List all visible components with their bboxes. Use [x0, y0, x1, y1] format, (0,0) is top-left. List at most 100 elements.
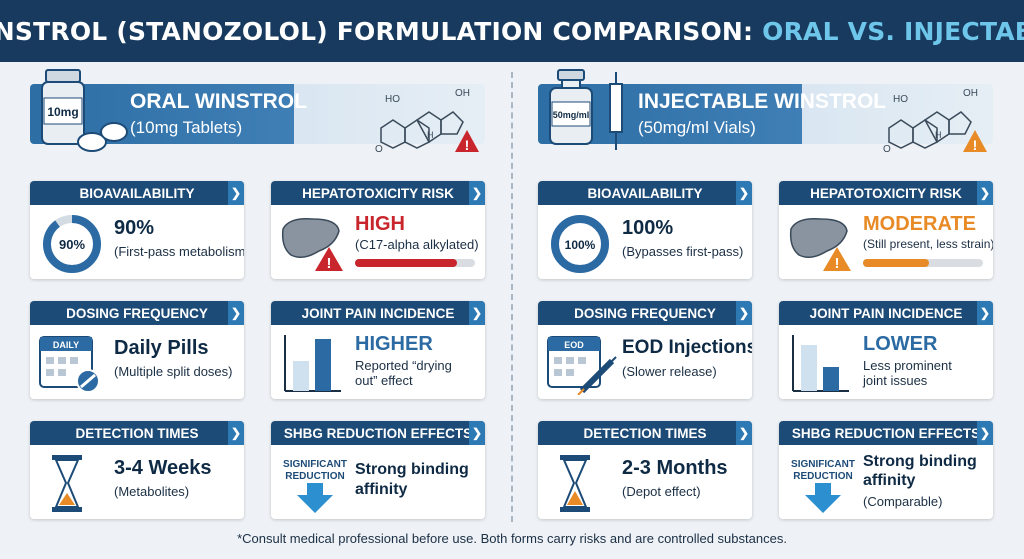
card-value: 3-4 Weeks	[114, 457, 212, 479]
card-label: DETECTION TIMES	[75, 425, 199, 441]
injectable-hepatotoxicity-card: HEPATOTOXICITY RISK ❯ ! MODERATE (Still p…	[779, 181, 993, 279]
oral-title: ORAL WINSTROL	[130, 90, 307, 113]
chevron-right-icon: ❯	[977, 421, 993, 445]
calendar-label: DAILY	[53, 340, 79, 350]
card-label: JOINT PAIN INCIDENCE	[809, 305, 963, 321]
injectable-bioavailability-card: BIOAVAILABILITY ❯ 100% 100% (Bypasses fir…	[538, 181, 752, 279]
chevron-right-icon: ❯	[469, 421, 485, 445]
molecule-oh: OH	[455, 88, 470, 99]
liver-warning-icon: !	[281, 217, 343, 272]
card-label: BIOAVAILABILITY	[79, 185, 195, 201]
oral-detection-card: DETECTION TIMES ❯ 3-4 Weeks (Metabolites)	[30, 421, 244, 519]
molecule-o: O	[375, 144, 383, 155]
molecule-h: H	[935, 130, 942, 140]
down-arrow-icon: SIGNIFICANT REDUCTION	[283, 459, 347, 513]
card-value: affinity	[355, 481, 408, 498]
gauge-text: 90%	[59, 237, 85, 252]
svg-text:!: !	[835, 255, 840, 272]
injectable-detection-card: DETECTION TIMES ❯ 2-3 Months (Depot effec…	[538, 421, 752, 519]
molecule-icon: O HO OH H !	[883, 88, 987, 155]
arrow-label: SIGNIFICANT	[283, 459, 347, 470]
chevron-right-icon: ❯	[736, 421, 752, 445]
card-header: SHBG REDUCTION EFFECTS ❯	[779, 421, 993, 445]
oral-hepatotoxicity-card: HEPATOTOXICITY RISK ❯ ! HIGH (C17-alpha a…	[271, 181, 485, 279]
injectable-title: INJECTABLE WINSTROL	[638, 90, 887, 113]
bar-chart-icon	[792, 335, 849, 392]
oral-bioavailability-card: BIOAVAILABILITY ❯ 90% 90% (First-pass met…	[30, 181, 244, 279]
oral-header: 10mg ORAL WINSTROL (10mg Tablets) O HO O…	[30, 69, 485, 155]
risk-bar-fill	[355, 259, 457, 267]
svg-text:!: !	[973, 137, 978, 153]
risk-bar	[863, 259, 983, 267]
card-note: out” effect	[355, 373, 413, 388]
calendar-pill-icon: DAILY	[39, 336, 100, 393]
oral-shbg-card: SHBG REDUCTION EFFECTS ❯ SIGNIFICANT REDU…	[271, 421, 485, 519]
card-note: (First-pass metabolism)	[114, 244, 244, 259]
chevron-right-icon: ❯	[736, 301, 752, 325]
bottle-label: 10mg	[47, 105, 78, 119]
card-label: DOSING FREQUENCY	[574, 305, 716, 321]
card-header: BIOAVAILABILITY ❯	[30, 181, 244, 205]
card-value: EOD Injections	[622, 337, 752, 358]
oral-joint-pain-card: JOINT PAIN INCIDENCE ❯ HIGHER Reported “d…	[271, 301, 485, 399]
molecule-ho: HO	[893, 94, 908, 105]
molecule-oh: OH	[963, 88, 978, 99]
card-note: (Depot effect)	[622, 484, 701, 499]
card-note: (C17-alpha alkylated)	[355, 237, 479, 252]
molecule-o: O	[883, 144, 891, 155]
card-header: JOINT PAIN INCIDENCE ❯	[271, 301, 485, 325]
chevron-right-icon: ❯	[977, 181, 993, 205]
card-label: SHBG REDUCTION EFFECTS	[283, 425, 473, 441]
card-value: Strong binding	[863, 453, 977, 470]
gauge-text: 100%	[565, 238, 596, 252]
down-arrow-icon: SIGNIFICANT REDUCTION	[791, 459, 855, 513]
card-value: HIGHER	[355, 333, 433, 355]
card-note: (Metabolites)	[114, 484, 190, 499]
arrow-label: REDUCTION	[285, 471, 344, 482]
gauge-ring-icon: 100%	[551, 215, 609, 273]
card-value: HIGH	[355, 213, 405, 235]
chevron-right-icon: ❯	[736, 181, 752, 205]
card-note: (Multiple split doses)	[114, 364, 233, 379]
gauge-ring-icon: 90%	[43, 215, 101, 273]
title-main: WINSTROL (STANOZOLOL) FORMULATION COMPAR…	[0, 16, 763, 46]
card-header: HEPATOTOXICITY RISK ❯	[271, 181, 485, 205]
card-header: BIOAVAILABILITY ❯	[538, 181, 752, 205]
card-header: DOSING FREQUENCY ❯	[538, 301, 752, 325]
card-header: DOSING FREQUENCY ❯	[30, 301, 244, 325]
card-header: JOINT PAIN INCIDENCE ❯	[779, 301, 993, 325]
footer-disclaimer: *Consult medical professional before use…	[237, 531, 787, 546]
oral-dosing-card: DOSING FREQUENCY ❯ DAILY Daily Pills (Mul…	[30, 301, 244, 399]
card-label: JOINT PAIN INCIDENCE	[301, 305, 455, 321]
card-label: SHBG REDUCTION EFFECTS	[791, 425, 981, 441]
card-note: joint issues	[863, 373, 928, 388]
calendar-label: EOD	[564, 340, 584, 350]
molecule-icon: O HO OH H !	[375, 88, 479, 155]
card-value: MODERATE	[863, 213, 976, 235]
calendar-syringe-icon: EOD	[547, 336, 617, 395]
arrow-label: REDUCTION	[793, 471, 852, 482]
card-value: affinity	[863, 472, 916, 489]
chevron-right-icon: ❯	[228, 301, 244, 325]
hourglass-icon	[52, 455, 82, 512]
injectable-joint-pain-card: JOINT PAIN INCIDENCE ❯ LOWER Less promine…	[779, 301, 993, 399]
card-header: DETECTION TIMES ❯	[538, 421, 752, 445]
injectable-header: 50mg/ml INJECTABLE WINSTROL (50mg/ml Via…	[538, 69, 993, 155]
card-label: DETECTION TIMES	[583, 425, 707, 441]
title-accent: ORAL VS. INJECTABLE	[762, 16, 1024, 46]
chevron-right-icon: ❯	[228, 421, 244, 445]
column-divider	[511, 72, 513, 522]
card-label: HEPATOTOXICITY RISK	[302, 185, 454, 201]
molecule-h: H	[427, 130, 434, 140]
card-header: HEPATOTOXICITY RISK ❯	[779, 181, 993, 205]
oral-subtitle: (10mg Tablets)	[130, 118, 243, 137]
risk-bar	[355, 259, 475, 267]
card-label: BIOAVAILABILITY	[587, 185, 703, 201]
chevron-right-icon: ❯	[977, 301, 993, 325]
card-value: Strong binding	[355, 461, 469, 478]
card-note: Less prominent	[863, 358, 952, 373]
page-title: WINSTROL (STANOZOLOL) FORMULATION COMPAR…	[0, 17, 1024, 46]
molecule-ho: HO	[385, 94, 400, 105]
arrow-label: SIGNIFICANT	[791, 459, 855, 470]
injectable-dosing-card: DOSING FREQUENCY ❯ EOD EOD Injections (Sl…	[538, 301, 752, 399]
